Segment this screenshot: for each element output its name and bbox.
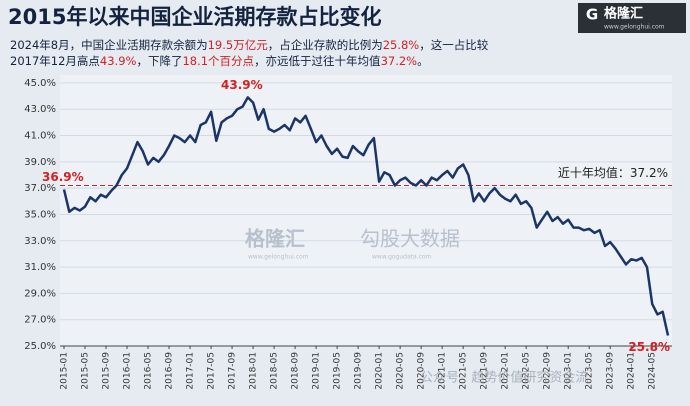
x-tick-label: 2022-09	[543, 352, 553, 390]
y-tick-label: 41.0%	[24, 131, 56, 142]
x-tick-label: 2015-05	[81, 352, 91, 390]
x-tick-label: 2017-01	[186, 352, 196, 390]
data-label: 25.8%	[628, 340, 670, 354]
x-tick-label: 2021-01	[438, 352, 448, 390]
x-tick-label: 2019-01	[312, 352, 322, 390]
x-tick-label: 2016-01	[123, 352, 133, 390]
subtitle-part: 2017年12月高点	[10, 54, 100, 68]
data-label: 36.9%	[42, 170, 84, 184]
watermark: www.gelonghui.com	[248, 254, 309, 261]
chart-title: 2015年以来中国企业活期存款占比变化	[8, 5, 381, 29]
subtitle: 2024年8月，中国企业活期存款余额为19.5万亿元，占企业存款的比例为25.8…	[10, 38, 489, 52]
x-tick-label: 2024-05	[648, 352, 658, 390]
y-tick-label: 29.0%	[24, 288, 56, 299]
x-tick-label: 2018-01	[249, 352, 259, 390]
subtitle-part: ，这一占比较	[419, 38, 488, 52]
subtitle-part: 19.5万亿元	[208, 38, 269, 52]
subtitle-part: 2024年8月，中国企业活期存款余额为	[10, 38, 208, 52]
x-tick-label: 2018-05	[270, 352, 280, 390]
x-tick-label: 2024-01	[627, 352, 637, 390]
x-tick-label: 2015-09	[102, 352, 112, 390]
x-tick-label: 2023-01	[564, 352, 574, 390]
y-tick-label: 33.0%	[24, 236, 56, 247]
subtitle-part: 37.2%	[381, 54, 418, 68]
x-tick-label: 2019-09	[354, 352, 364, 390]
x-tick-label: 2020-01	[375, 352, 385, 390]
x-tick-label: 2022-01	[501, 352, 511, 390]
x-tick-label: 2021-09	[480, 352, 490, 390]
watermark: www.gogudata.com	[372, 254, 432, 261]
logo-name: 格隆汇	[604, 6, 643, 22]
logo-url: www.gelonghui.com	[604, 24, 665, 31]
data-label: 43.9%	[221, 78, 263, 92]
y-tick-label: 37.0%	[24, 183, 56, 194]
x-tick-label: 2021-05	[459, 352, 469, 390]
subtitle-part: ，下降了	[136, 54, 182, 68]
x-tick-label: 2022-05	[522, 352, 532, 390]
x-tick-label: 2018-09	[291, 352, 301, 390]
subtitle-part: ，占企业存款的比例为	[268, 38, 383, 52]
plot-area	[60, 75, 672, 346]
y-tick-label: 45.0%	[24, 78, 56, 89]
x-tick-label: 2015-01	[60, 352, 70, 390]
y-tick-label: 25.0%	[24, 341, 56, 352]
watermark: 勾股大数据	[360, 227, 460, 251]
reference-label: 近十年均值：37.2%	[558, 165, 668, 180]
y-tick-label: 39.0%	[24, 157, 56, 168]
x-tick-label: 2017-09	[228, 352, 238, 390]
subtitle-part: 。	[417, 54, 429, 68]
watermark: 格隆汇	[245, 227, 305, 251]
y-tick-label: 27.0%	[24, 315, 56, 326]
series-line	[62, 96, 670, 336]
x-tick-label: 2023-09	[606, 352, 616, 390]
x-tick-label: 2020-09	[417, 352, 427, 390]
logo-box	[578, 3, 686, 33]
subtitle-part: 18.1个百分点	[182, 54, 254, 68]
y-tick-label: 43.0%	[24, 104, 56, 115]
subtitle: 2017年12月高点43.9%，下降了18.1个百分点，亦远低于过往十年均值37…	[10, 54, 429, 68]
x-tick-label: 2016-09	[165, 352, 175, 390]
logo-mark: G	[586, 6, 598, 24]
subtitle-part: 43.9%	[100, 54, 137, 68]
x-tick-label: 2017-05	[207, 352, 217, 390]
y-tick-label: 35.0%	[24, 209, 56, 220]
x-tick-label: 2019-05	[333, 352, 343, 390]
subtitle-part: ，亦远低于过往十年均值	[254, 54, 381, 68]
x-tick-label: 2016-05	[144, 352, 154, 390]
x-tick-label: 2023-05	[585, 352, 595, 390]
x-tick-label: 2020-05	[396, 352, 406, 390]
y-tick-label: 31.0%	[24, 262, 56, 273]
subtitle-part: 25.8%	[383, 38, 420, 52]
watermark: 公众号 · 趋势价值研究资金流	[420, 370, 588, 386]
